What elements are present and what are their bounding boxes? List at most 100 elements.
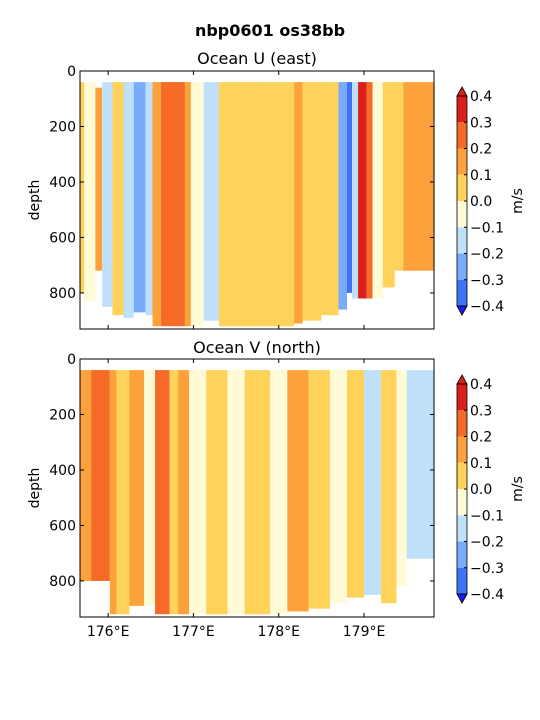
colorbar-tick-label: 0.1 [470,168,492,184]
data-cell [206,370,228,615]
panel-title: Ocean V (north) [193,338,321,357]
data-cell [346,82,353,293]
data-cell [403,82,434,271]
data-cell [80,370,92,581]
colorbar-segment [457,227,467,254]
colorbar-tick-label: 0.2 [470,142,492,158]
x-tick-label: 179°E [343,624,386,640]
data-cell [352,82,359,299]
figure-title: nbp0601 os38bb [195,21,345,40]
data-cell [294,82,303,324]
colorbar-segment [457,96,467,123]
data-cell [227,370,245,615]
y-axis-label: depth [27,180,43,221]
data-cell [129,370,144,606]
colorbar-segment [457,410,467,437]
data-cell [116,370,130,615]
y-tick-label: 800 [49,286,76,302]
colorbar-tick-label: −0.2 [470,535,504,551]
colorbar-segment [457,515,467,542]
data-cell [346,370,365,598]
data-cell [261,82,278,327]
colorbar-label: m/s [510,476,526,502]
y-axis-label: depth [27,468,43,509]
data-cell [219,82,237,327]
data-cell [178,370,190,615]
colorbar-segment [457,541,467,568]
y-tick-label: 400 [49,463,76,479]
colorbar-tick-label: 0.2 [470,430,492,446]
colorbar-tick-label: −0.2 [470,247,504,263]
colorbar-segment [457,122,467,149]
y-tick-label: 600 [49,518,76,534]
data-cell [102,82,113,307]
data-cell [169,370,179,615]
y-tick-label: 400 [49,175,76,191]
data-cell [112,82,124,316]
y-tick-label: 200 [49,119,76,135]
colorbar-extend-max [456,86,468,97]
data-cell [203,82,220,321]
data-cell [338,82,347,310]
y-tick-label: 0 [67,64,76,80]
data-cell [366,82,373,299]
data-cell [277,82,295,327]
panel-2: Ocean V (north) 0 200 400 600 800 176°E 177°E 17… [27,338,526,640]
colorbar-extend-max [456,374,468,385]
colorbar-segment [457,253,467,280]
y-tick-label: 200 [49,407,76,423]
data-cell [161,82,185,327]
data-cell [133,82,146,313]
data-cell [152,82,162,327]
panel-title: Ocean U (east) [197,49,317,68]
colorbar-segment [457,384,467,411]
colorbar-tick-label: −0.3 [470,561,504,577]
data-cell [143,370,156,606]
panels: Ocean U (east) 0 200 400 600 800 depth −0.4 −0.3… [27,49,526,640]
colorbar-extend-min [456,593,468,604]
data-cell [321,82,339,316]
colorbar-tick-label: 0.3 [470,403,492,419]
colorbar-segment [457,489,467,516]
colorbar-tick-label: 0.4 [470,89,492,105]
data-cell [302,82,322,321]
data-cell [381,370,397,604]
x-tick-label: 178°E [257,624,300,640]
data-cell [358,82,367,299]
x-tick-label: 176°E [87,624,130,640]
colorbar-segment [457,201,467,228]
data-cell [184,82,191,327]
panel-1: Ocean U (east) 0 200 400 600 800 depth −0.4 −0.3… [27,49,526,330]
colorbar-tick-label: −0.4 [470,587,504,603]
data-cell [236,82,262,327]
colorbar-tick-label: −0.3 [470,273,504,289]
data-cell [91,370,110,581]
colorbar-tick-label: 0.1 [470,456,492,472]
data-cell [270,370,288,615]
colorbar-segment [457,174,467,201]
colorbar-segment [457,462,467,489]
y-tick-label: 0 [67,352,76,368]
data-cells [80,82,434,327]
colorbar-segment [457,279,467,306]
x-tick-label: 177°E [172,624,215,640]
data-cell [123,82,134,318]
data-cell [145,82,153,316]
colorbar: −0.4 −0.3 −0.2 −0.1 0.0 0.1 0.2 0.3 0.4 m/s [456,374,526,604]
data-cell [396,370,407,587]
data-cell [244,370,271,615]
data-cell [95,87,103,271]
colorbar-tick-label: −0.4 [470,299,504,315]
colorbar-tick-label: 0.0 [470,194,492,210]
data-cell [189,370,207,615]
data-cell [329,370,347,604]
data-cell [287,370,309,612]
y-tick-label: 600 [49,230,76,246]
data-cell [308,370,330,609]
axes-frame [79,70,435,330]
data-cell [394,82,404,271]
data-cell [382,82,395,288]
data-cell [190,82,204,327]
data-cell [155,370,170,615]
colorbar-tick-label: −0.1 [470,508,504,524]
